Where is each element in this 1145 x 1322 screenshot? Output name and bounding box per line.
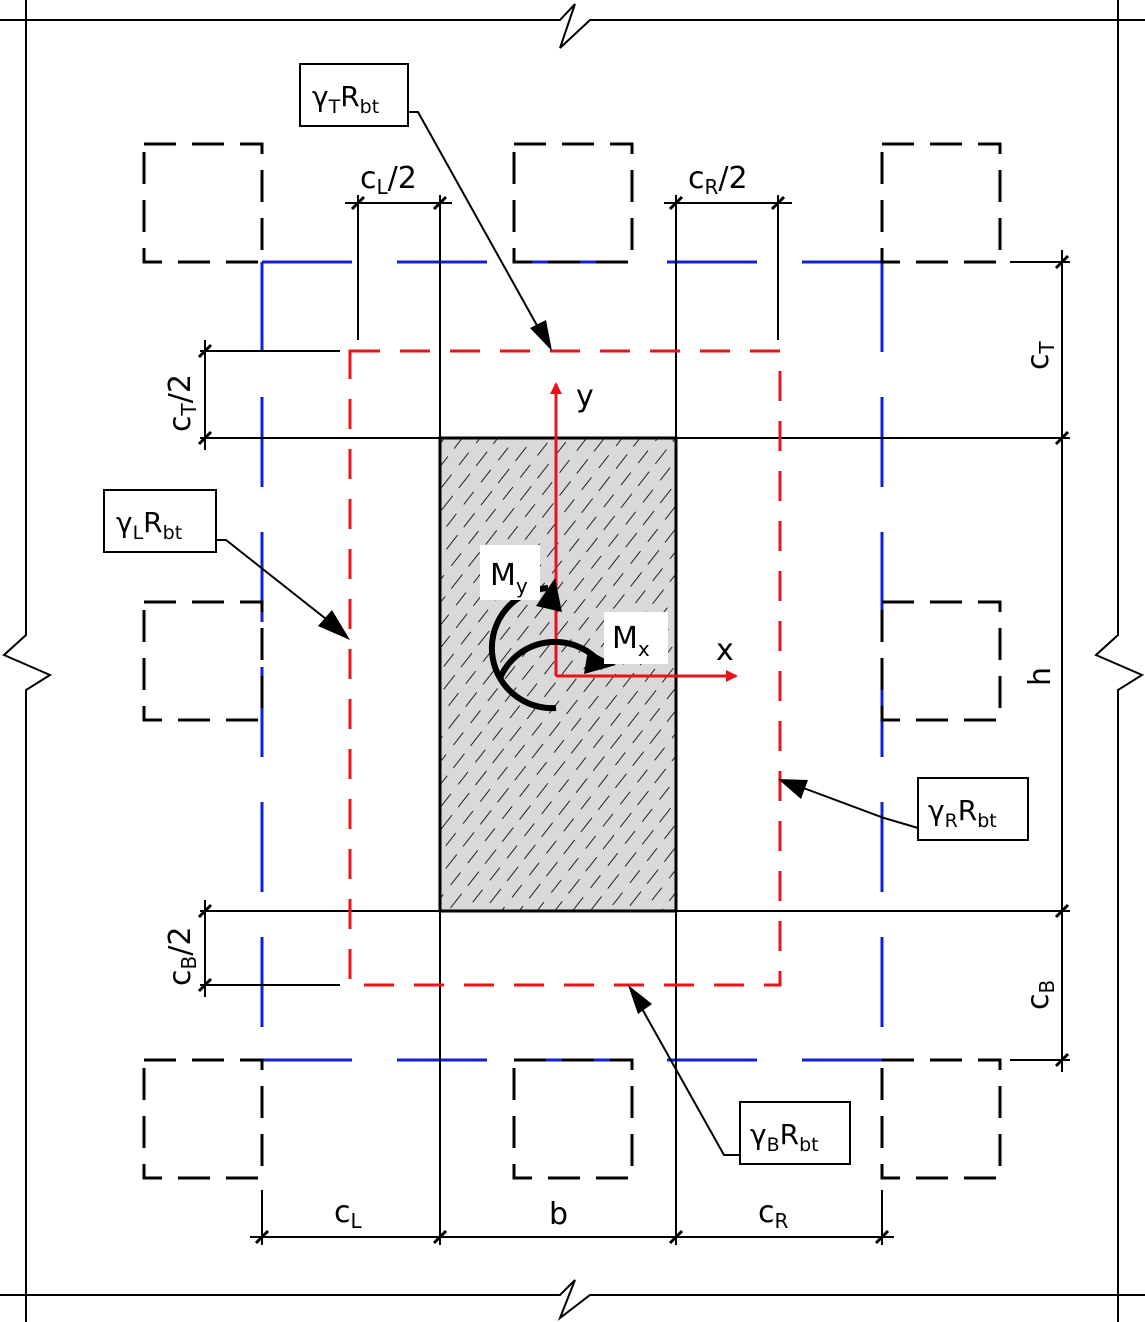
dim-cb: cB: [1021, 980, 1059, 1010]
pile-top-left: [142, 142, 264, 264]
svg-text:My: My: [490, 558, 528, 598]
pile-bottom-left: [142, 1058, 264, 1180]
dim-cr-half: cR/2: [688, 161, 748, 199]
pile-mid-right: [880, 600, 1002, 722]
pile-mid-left: [142, 600, 264, 722]
y-axis-label: y: [576, 379, 594, 414]
label-right-box: γRRbt: [917, 777, 1029, 841]
dim-h: h: [1023, 667, 1058, 686]
dim-cr: cR: [758, 1195, 789, 1233]
label-bottom-box: γBRbt: [739, 1101, 851, 1165]
label-top-box: γTRbt: [299, 63, 409, 127]
dim-b: b: [549, 1197, 568, 1232]
pile-top-right: [880, 142, 1002, 264]
pile-top-center: [512, 142, 634, 264]
svg-text:Mx: Mx: [612, 621, 650, 661]
label-left-box: γLRbt: [103, 489, 217, 553]
svg-text:γTRbt: γTRbt: [312, 80, 379, 118]
dim-cb-half: cB/2: [163, 927, 201, 986]
svg-text:γBRbt: γBRbt: [750, 1118, 819, 1156]
x-axis-label: x: [716, 633, 734, 668]
moment-mx: Mx: [497, 612, 668, 680]
dim-cl-half: cL/2: [360, 161, 417, 199]
dimension-lines: [204, 202, 1063, 1238]
coordinate-axes: y x: [550, 379, 738, 682]
pile-bottom-center: [512, 1058, 634, 1180]
leader-arrowheads: [318, 320, 808, 1014]
punching-contour: [348, 349, 782, 987]
pile-squares: [142, 142, 1002, 1180]
dim-ct-half: cT/2: [163, 374, 201, 432]
pile-bottom-right: [880, 1058, 1002, 1180]
svg-text:γLRbt: γLRbt: [116, 506, 182, 544]
svg-text:γRRbt: γRRbt: [928, 794, 997, 832]
dim-ct: cT: [1021, 341, 1059, 371]
moment-my: My: [480, 545, 562, 712]
label-leaders: [216, 111, 919, 1156]
dimension-ticks: [197, 195, 1070, 1245]
dim-cl: cL: [334, 1195, 363, 1233]
